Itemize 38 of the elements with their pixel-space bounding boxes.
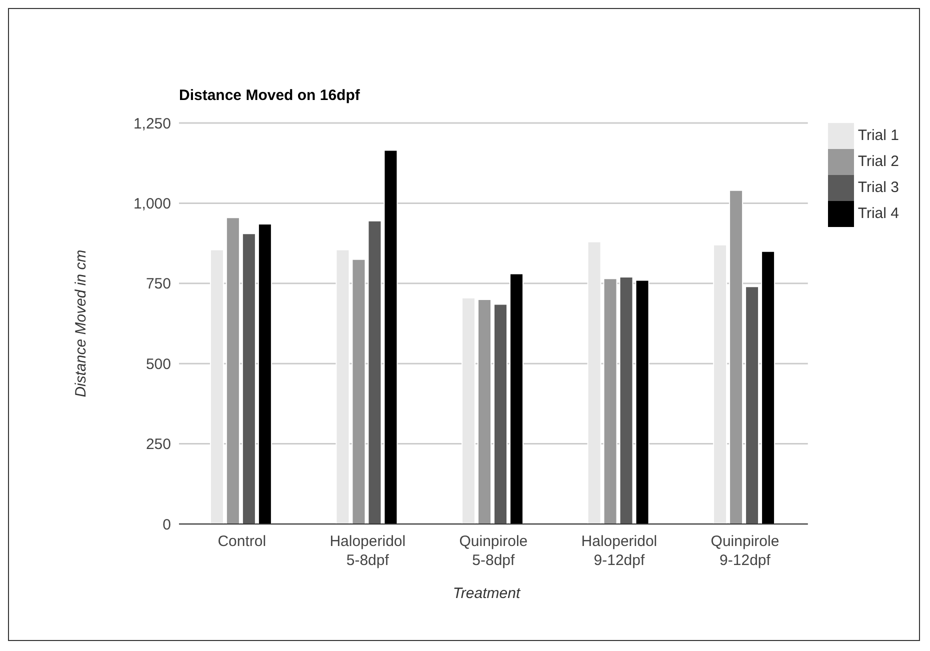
legend-label: Trial 1 [858, 126, 899, 144]
x-tick-label: Quinpirole 5-8dpf [459, 533, 528, 569]
bar [635, 280, 650, 524]
bar [242, 233, 256, 524]
bar [384, 150, 398, 524]
bar [603, 278, 618, 524]
bar [368, 220, 382, 524]
bar [258, 224, 272, 524]
y-tick-label: 1,000 [133, 196, 171, 213]
bar [336, 249, 350, 524]
y-tick-label: 250 [146, 436, 171, 454]
bar [493, 304, 508, 524]
bar [461, 297, 476, 524]
bar [226, 217, 240, 524]
y-axis-title: Distance Moved in cm [72, 248, 90, 400]
y-tick-label: 750 [146, 276, 171, 293]
bar [745, 286, 760, 524]
y-tick-label: 1,250 [133, 115, 171, 132]
y-tick-label: 500 [146, 356, 171, 373]
x-axis-title: Treatment [452, 585, 522, 602]
y-tick-label: 0 [162, 516, 171, 534]
bar [587, 241, 602, 524]
x-tick-label: Haloperidol 5-8dpf [330, 533, 406, 569]
bar [713, 244, 728, 524]
bar [210, 249, 224, 524]
legend-label: Trial 3 [858, 178, 899, 196]
bar [729, 190, 744, 524]
x-tick-label: Haloperidol 9-12dpf [581, 533, 658, 569]
bar [619, 276, 634, 524]
bar [477, 298, 492, 524]
chart-title: Distance Moved on 16dpf [179, 87, 360, 104]
bar [761, 250, 776, 524]
bar [509, 273, 524, 524]
x-tick-label: Quinpirole 9-12dpf [710, 533, 780, 569]
legend-label: Trial 4 [858, 204, 899, 222]
x-tick-label: Control [218, 533, 266, 550]
bar [352, 258, 366, 524]
legend-label: Trial 2 [858, 152, 899, 170]
